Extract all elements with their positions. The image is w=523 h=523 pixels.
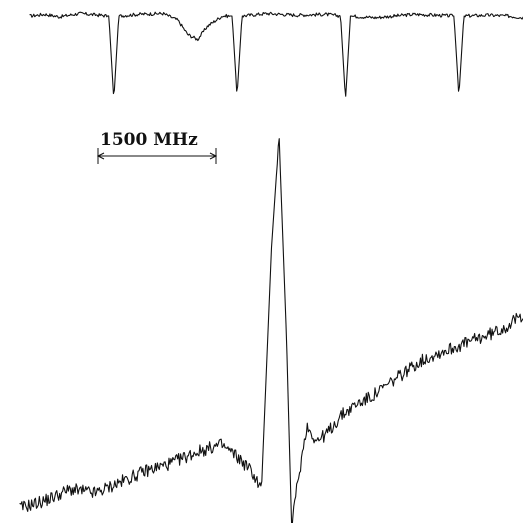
scale-bar-right-arrow <box>209 152 218 160</box>
spectrum-trace-line <box>19 138 523 523</box>
spectrum-trace <box>19 138 523 523</box>
reference-trace-line <box>29 11 523 97</box>
reference-trace <box>29 11 523 97</box>
scale-bar-left-arrow <box>96 152 105 160</box>
scale-bar-label: 1500 MHz <box>100 130 198 150</box>
scale-bar: 1500 MHz <box>96 130 218 164</box>
